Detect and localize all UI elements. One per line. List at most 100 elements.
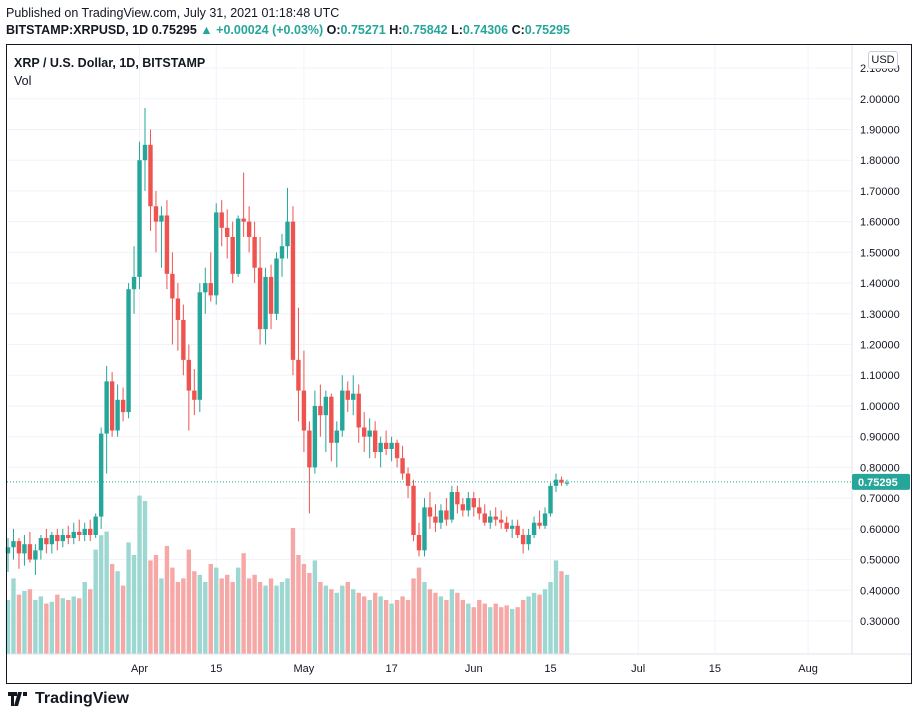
candle-body xyxy=(257,267,263,330)
open-value: 0.75271 xyxy=(340,23,386,37)
volume-bar xyxy=(340,585,345,654)
volume-bar xyxy=(416,567,422,654)
tradingview-logo-icon xyxy=(8,692,27,706)
volume-bar xyxy=(137,495,142,654)
candle-body xyxy=(362,427,367,437)
candle-body xyxy=(142,144,148,161)
y-tick-label: 0.30000 xyxy=(860,616,900,628)
candle-body xyxy=(120,399,126,413)
volume-bar xyxy=(257,582,263,654)
volume-bar xyxy=(378,596,383,654)
x-tick-label: Jul xyxy=(631,663,645,675)
volume-bar xyxy=(88,589,93,654)
volume-bar xyxy=(214,567,219,654)
volume-bar xyxy=(548,582,553,654)
candle-body xyxy=(246,221,252,237)
candle-body xyxy=(509,525,515,529)
x-tick-label: Aug xyxy=(798,663,818,675)
volume-bar xyxy=(225,574,230,654)
candle-body xyxy=(477,507,482,514)
candle-body xyxy=(394,442,400,459)
candle-body xyxy=(427,507,433,517)
volume-bar xyxy=(537,594,542,654)
low-label: L: xyxy=(451,23,463,37)
volume-bar xyxy=(49,601,55,654)
volume-bar xyxy=(372,592,378,654)
candle-body xyxy=(33,550,38,560)
candle-body xyxy=(241,218,246,222)
volume-bar xyxy=(104,531,109,654)
volume-bar xyxy=(559,571,564,654)
footer-brand[interactable]: TradingView xyxy=(8,690,129,708)
volume-bar xyxy=(411,578,416,654)
volume-bar xyxy=(526,596,531,654)
volume-bar xyxy=(77,598,82,654)
candle-body xyxy=(219,212,224,228)
volume-bar xyxy=(235,567,241,654)
y-tick-label: 0.90000 xyxy=(860,432,900,444)
volume-bar xyxy=(482,603,487,654)
volume-bar xyxy=(219,578,224,654)
volume-bar xyxy=(126,542,131,654)
volume-bar xyxy=(389,603,394,654)
candle-body xyxy=(405,473,411,486)
volume-bar xyxy=(246,578,252,654)
y-tick-label: 1.80000 xyxy=(860,155,900,167)
volume-bar xyxy=(318,582,323,654)
y-tick-label: 1.70000 xyxy=(860,186,900,198)
volume-bar xyxy=(542,589,548,654)
volume-bar xyxy=(488,607,493,654)
volume-bar xyxy=(33,600,38,654)
candle-body xyxy=(66,534,71,539)
candle-body xyxy=(44,538,49,545)
volume-bar xyxy=(263,585,268,654)
candle-body xyxy=(197,292,202,400)
candle-body xyxy=(175,298,181,320)
candle-body xyxy=(296,359,301,391)
quote-line: BITSTAMP:XRPUSD, 1D 0.75295 ▲ +0.00024 (… xyxy=(6,23,570,37)
chart-legend: XRP / U.S. Dollar, 1D, BITSTAMP Vol xyxy=(14,56,205,88)
candle-body xyxy=(444,510,449,520)
y-tick-label: 1.20000 xyxy=(860,340,900,352)
candle-body xyxy=(345,390,350,400)
volume-bar xyxy=(504,605,509,654)
candle-body xyxy=(38,538,44,551)
candle-body xyxy=(186,359,192,391)
candle-body xyxy=(389,442,394,449)
volume-bar xyxy=(11,578,16,654)
volume-bar xyxy=(285,578,290,654)
candle-body xyxy=(559,479,564,483)
currency-button[interactable]: USD xyxy=(868,51,898,69)
candle-body xyxy=(268,276,274,314)
candle-body xyxy=(520,534,526,545)
y-tick-label: 1.40000 xyxy=(860,278,900,290)
candle-body xyxy=(383,442,389,449)
volume-bar xyxy=(131,555,137,654)
candle-body xyxy=(27,544,33,560)
volume-bar xyxy=(345,582,350,654)
candle-body xyxy=(564,482,570,484)
candle-body xyxy=(203,283,208,293)
volume-bar xyxy=(433,592,438,654)
published-note: Published on TradingView.com, July 31, 2… xyxy=(6,6,340,20)
candle-body xyxy=(159,215,164,222)
candle-body xyxy=(312,405,318,468)
volume-bar xyxy=(307,573,312,654)
candle-body xyxy=(230,237,235,274)
volume-bar xyxy=(323,585,329,654)
candle-body xyxy=(16,541,22,554)
volume-bar xyxy=(515,607,520,654)
volume-bar xyxy=(170,567,175,654)
candle-body xyxy=(416,534,422,551)
candle-body xyxy=(542,513,548,526)
candle-body xyxy=(356,393,361,428)
candle-body xyxy=(438,510,444,523)
volume-bar xyxy=(351,589,356,654)
legend-title: XRP / U.S. Dollar, 1D, BITSTAMP xyxy=(14,56,206,70)
close-value: 0.75295 xyxy=(524,23,570,37)
candle-body xyxy=(367,430,372,437)
candle-body xyxy=(11,541,16,548)
volume-bar xyxy=(159,578,164,654)
close-label: C: xyxy=(511,23,525,37)
